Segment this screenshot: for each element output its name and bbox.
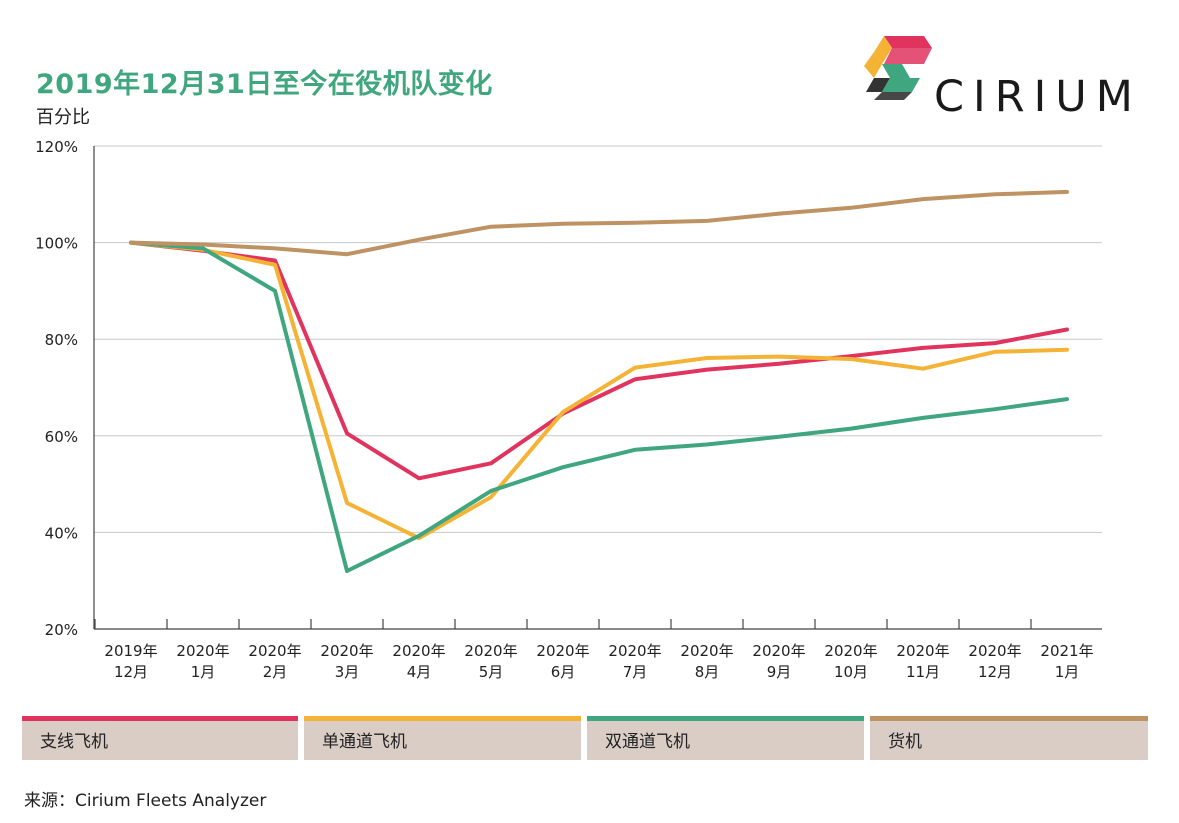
- x-tick-label-year: 2020年: [680, 642, 733, 660]
- legend-item-regional: 支线飞机: [22, 716, 298, 760]
- series-line-3: [129, 189, 1069, 257]
- x-tick-label-month: 7月: [623, 663, 648, 681]
- x-tick-label-month: 8月: [695, 663, 720, 681]
- legend-swatch: [304, 716, 581, 721]
- x-tick-label-year: 2020年: [176, 642, 229, 660]
- y-tick-label: 100%: [35, 235, 78, 253]
- x-tick-label-year: 2020年: [752, 642, 805, 660]
- legend-item-narrowbody: 单通道飞机: [304, 716, 581, 760]
- source-note: 来源：Cirium Fleets Analyzer: [24, 791, 267, 811]
- legend-item-freighter: 货机: [870, 716, 1148, 760]
- legend-label: 单通道飞机: [322, 732, 407, 752]
- x-tick-label-month: 4月: [407, 663, 432, 681]
- x-tick-label-year: 2020年: [536, 642, 589, 660]
- legend-swatch: [870, 716, 1148, 721]
- x-tick-label-month: 11月: [906, 663, 940, 681]
- x-tick-label-month: 1月: [1055, 663, 1080, 681]
- x-tick-label-year: 2019年: [104, 642, 157, 660]
- x-tick-label-year: 2020年: [608, 642, 661, 660]
- legend-label: 货机: [888, 732, 922, 752]
- x-tick-label-month: 6月: [551, 663, 576, 681]
- x-tick-label-year: 2020年: [392, 642, 445, 660]
- cirium-logo-icon: [864, 36, 932, 100]
- x-tick-label-year: 2020年: [320, 642, 373, 660]
- x-tick-label-month: 3月: [335, 663, 360, 681]
- x-tick-label-year: 2020年: [896, 642, 949, 660]
- legend-label: 双通道飞机: [605, 732, 690, 752]
- x-tick-label-year: 2020年: [968, 642, 1021, 660]
- legend-item-widebody: 双通道飞机: [587, 716, 864, 760]
- y-tick-label: 20%: [45, 621, 78, 639]
- x-tick-label-month: 2月: [263, 663, 288, 681]
- chart-title: 2019年12月31日至今在役机队变化: [36, 69, 493, 100]
- y-tick-label: 80%: [45, 331, 78, 349]
- series-line-0: [129, 240, 1069, 481]
- x-tick-label-year: 2020年: [464, 642, 517, 660]
- legend-swatch: [22, 716, 298, 721]
- y-tick-label: 60%: [45, 428, 78, 446]
- legend-label: 支线飞机: [40, 732, 108, 752]
- x-tick-label-year: 2021年: [1040, 642, 1093, 660]
- series-line-2: [129, 240, 1069, 573]
- legend-swatch: [587, 716, 864, 721]
- x-tick-label-month: 9月: [767, 663, 792, 681]
- x-tick-label-month: 12月: [114, 663, 148, 681]
- y-tick-label: 40%: [45, 524, 78, 542]
- x-tick-label-month: 5月: [479, 663, 504, 681]
- x-tick-label-month: 12月: [978, 663, 1012, 681]
- x-tick-label-year: 2020年: [824, 642, 877, 660]
- x-tick-label-month: 10月: [834, 663, 868, 681]
- series-line-1: [129, 240, 1069, 541]
- y-tick-label: 120%: [35, 138, 78, 156]
- logo-wordmark: CIRIUM: [934, 72, 1142, 122]
- y-axis-label: 百分比: [36, 107, 90, 128]
- x-tick-label-month: 1月: [191, 663, 216, 681]
- x-tick-label-year: 2020年: [248, 642, 301, 660]
